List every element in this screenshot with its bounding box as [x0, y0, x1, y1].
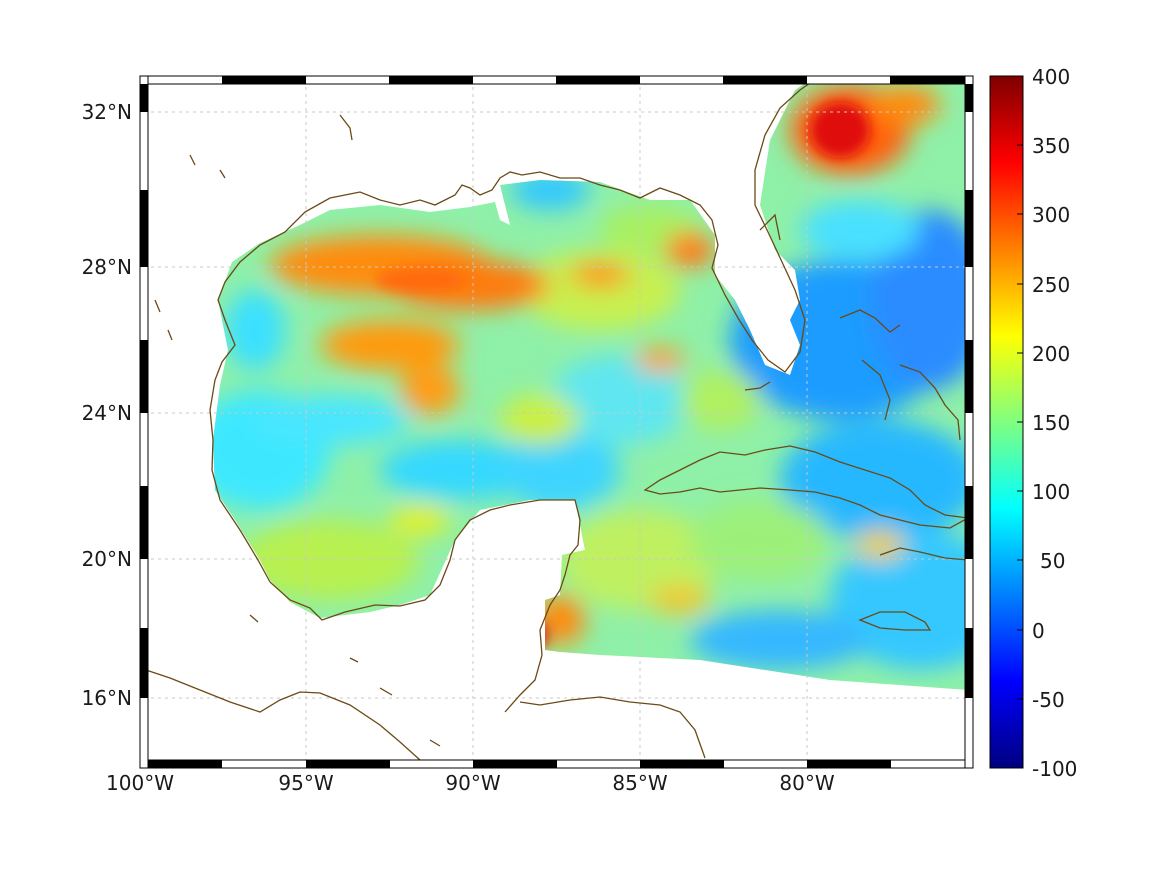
coastlines	[139, 75, 971, 761]
coastline-bahamas	[759, 213, 961, 441]
x-tick-label: 100°W	[106, 771, 174, 795]
y-tick-label: 20°N	[82, 547, 132, 571]
coastline-mexico-us-gulf	[209, 75, 821, 583]
map-grid	[144, 80, 968, 762]
x-tick-label: 80°W	[779, 771, 834, 795]
colorbar-tick-label: 0	[1032, 619, 1045, 643]
y-axis-labels: 32°N 28°N 24°N 20°N 16°N	[82, 100, 132, 710]
map-frame	[139, 75, 974, 769]
colorbar-tick-label: 50	[1040, 549, 1065, 573]
x-axis-labels: 100°W 95°W 90°W 85°W 80°W	[106, 771, 835, 795]
colorbar-tick-label: -50	[1032, 688, 1065, 712]
colorbar: 400 350 300 250 200 150 100 50 0 -50 -10…	[989, 65, 1077, 781]
colorbar-tick-label: 100	[1032, 480, 1070, 504]
colorbar-tick-label: 300	[1032, 203, 1070, 227]
colorbar-tick-label: 400	[1032, 65, 1070, 89]
x-tick-label: 90°W	[445, 771, 500, 795]
colorbar-tick-label: 250	[1032, 273, 1070, 297]
colorbar-tick-label: 200	[1032, 342, 1070, 366]
coastline-jamaica	[858, 611, 932, 631]
coastline-honduras	[519, 696, 706, 759]
coastline-islands	[154, 114, 771, 747]
y-tick-label: 24°N	[82, 401, 132, 425]
y-tick-label: 16°N	[82, 686, 132, 710]
colorbar-ticks	[1017, 144, 1023, 700]
x-tick-label: 85°W	[612, 771, 667, 795]
y-tick-label: 28°N	[82, 255, 132, 279]
coastline-hispaniola	[879, 547, 969, 561]
x-tick-label: 95°W	[278, 771, 333, 795]
coastline-central-america	[139, 667, 421, 761]
colorbar-tick-label: 150	[1032, 411, 1070, 435]
colorbar-tick-label: -100	[1032, 757, 1077, 781]
data-field	[213, 80, 968, 690]
coastline-yucatan	[269, 499, 581, 713]
colorbar-tick-label: 350	[1032, 134, 1070, 158]
y-tick-label: 32°N	[82, 100, 132, 124]
